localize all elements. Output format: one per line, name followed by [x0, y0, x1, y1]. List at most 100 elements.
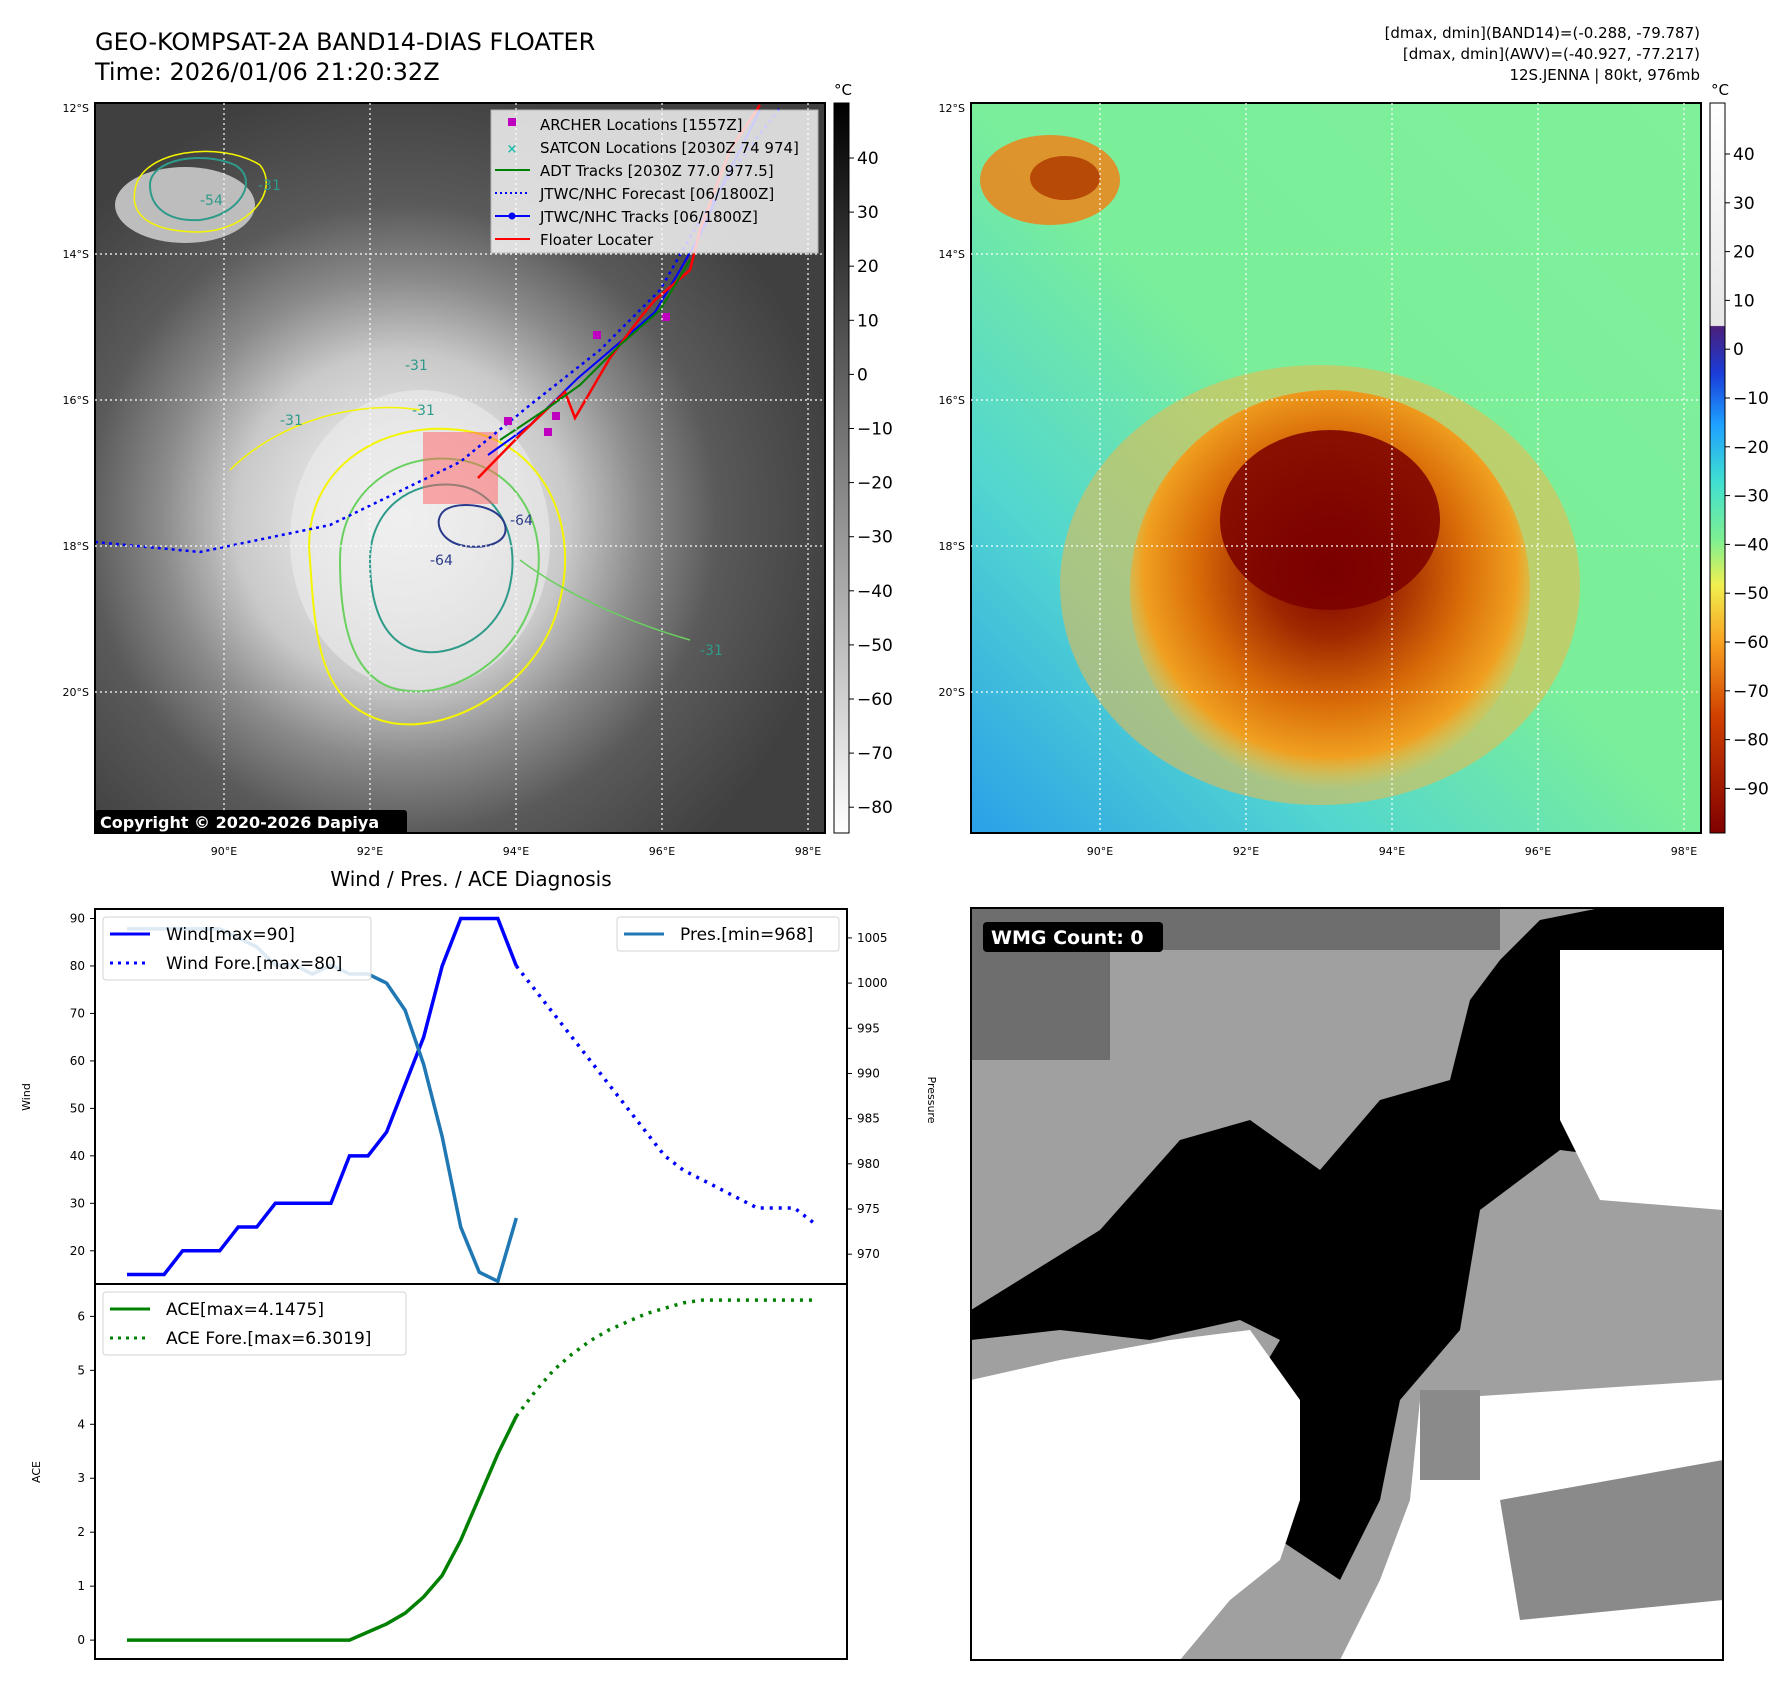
ytick-label: 50 — [70, 1101, 85, 1115]
colorbar-tick-label: 40 — [857, 149, 879, 169]
contour-54 — [368, 483, 514, 654]
pressure-legend-box — [616, 916, 840, 952]
lat-label: 14°S — [939, 248, 965, 261]
colorbar-tick-label: −30 — [1733, 487, 1769, 507]
contour-31-outer — [308, 427, 567, 726]
legend-wind-fore-label: Wind Fore.[max=80] — [166, 954, 342, 974]
wind-yticks: 20 30 40 50 60 70 80 90 — [70, 911, 95, 1258]
info-band14: [dmax, dmin](BAND14)=(-0.288, -79.787) — [1385, 24, 1700, 42]
wmg-count: WMG Count: 0 — [991, 927, 1144, 949]
lat-label: 14°S — [63, 248, 89, 261]
series-line-wind — [127, 916, 518, 1277]
wind-ylabel: Wind — [20, 1083, 33, 1111]
archer-point — [544, 428, 552, 436]
ytick-label: 1 — [77, 1579, 85, 1593]
ir-lon-labels: 90°E 92°E 94°E 96°E 98°E — [211, 845, 821, 858]
pressure-legend: Pres.[min=968] — [616, 916, 840, 952]
colorbar-tick-label: −50 — [857, 636, 893, 656]
wmg-panel: WMG Count: 0 — [970, 907, 1724, 1661]
info-awv: [dmax, dmin](AWV)=(-40.927, -77.217) — [1403, 45, 1700, 63]
lat-label: 20°S — [939, 686, 965, 699]
legend-ace-fore-label: ACE Fore.[max=6.3019] — [166, 1329, 371, 1349]
colorbar-tick-label: −90 — [1733, 779, 1769, 799]
legend-wind-label: Wind[max=90] — [166, 925, 295, 945]
wind-legend: Wind[max=90] Wind Fore.[max=80] — [102, 916, 372, 981]
lat-label: 18°S — [63, 540, 89, 553]
lon-label: 98°E — [795, 845, 821, 858]
ace-legend-box — [102, 1291, 407, 1356]
ytick-label: 990 — [857, 1066, 880, 1080]
lon-label: 90°E — [1087, 845, 1113, 858]
lat-label: 18°S — [939, 540, 965, 553]
colorbar-ir-ticks: 40 30 20 10 0 −10 −20 −30 −40 −50 −60 −70 −80 — [849, 149, 893, 818]
ytick-label: 980 — [857, 1157, 880, 1171]
ytick-label: 995 — [857, 1021, 880, 1035]
ytick-label: 40 — [70, 1149, 85, 1163]
contour-label: -54 — [200, 193, 223, 209]
wind-legend-box — [102, 916, 372, 981]
contour-band-se — [519, 559, 691, 641]
colorbar-ir-unit: °C — [834, 81, 852, 99]
lat-label: 20°S — [63, 686, 89, 699]
lat-label: 12°S — [63, 102, 89, 115]
legend-tracks-label: JTWC/NHC Tracks [06/1800Z] — [539, 208, 758, 226]
lat-label: 16°S — [939, 394, 965, 407]
colorbar-tick-label: 20 — [857, 257, 879, 277]
contour-label: -31 — [280, 413, 303, 429]
awv-core — [1220, 430, 1440, 610]
colorbar-awv-unit: °C — [1711, 81, 1729, 99]
adt-track — [499, 259, 691, 441]
colorbar-awv-ticks: 40 30 20 10 0 −10 −20 −30 −40 −50 −60 −70 −80 −90 — [1725, 145, 1769, 799]
colorbar-tick-label: 0 — [1733, 340, 1744, 360]
colorbar-tick-label: 10 — [1733, 291, 1755, 311]
ytick-label: 60 — [70, 1054, 85, 1068]
wmg-white-sw — [971, 1330, 1300, 1660]
diag-title: Wind / Pres. / ACE Diagnosis — [330, 867, 611, 891]
lon-label: 96°E — [1525, 845, 1551, 858]
awv-gridlines — [971, 103, 1701, 833]
pressure-ylabel: Pressure — [925, 1077, 938, 1124]
lat-label: 12°S — [939, 102, 965, 115]
map-legend: ARCHER Locations [1557Z] × SATCON Locati… — [490, 109, 819, 254]
ytick-label: 1005 — [857, 931, 888, 945]
ytick-label: 4 — [77, 1417, 85, 1431]
ir-lat-labels: 12°S 14°S 16°S 18°S 20°S — [63, 102, 89, 699]
wmg-black-region — [971, 908, 1723, 1580]
ir-map-frame — [94, 102, 826, 834]
wmg-white-ne — [1560, 950, 1723, 1210]
lat-label: 16°S — [63, 394, 89, 407]
colorbar-tick-label: −10 — [857, 420, 893, 440]
contour-label: -31 — [405, 358, 428, 374]
colorbar-tick-label: 40 — [1733, 145, 1755, 165]
awv-lon-labels: 90°E 92°E 94°E 96°E 98°E — [1087, 845, 1697, 858]
ytick-label: 30 — [70, 1196, 85, 1210]
ytick-label: 970 — [857, 1247, 880, 1261]
ytick-label: 975 — [857, 1202, 880, 1216]
contour-64 — [437, 504, 507, 548]
legend-box — [490, 109, 819, 254]
wmg-gray-se — [1500, 1460, 1723, 1620]
ytick-label: 70 — [70, 1006, 85, 1020]
colorbar-tick-label: 10 — [857, 311, 879, 331]
ytick-label: 2 — [77, 1525, 85, 1539]
colorbar-tick-label: −70 — [857, 744, 893, 764]
series-line-wind-fore- — [514, 964, 815, 1224]
ytick-label: 80 — [70, 959, 85, 973]
contour-41 — [338, 457, 540, 693]
lon-label: 90°E — [211, 845, 237, 858]
awv-map-frame — [970, 102, 1702, 834]
wmg-gray-mid — [1420, 1390, 1480, 1480]
ace-ylabel: ACE — [30, 1461, 43, 1483]
lon-label: 94°E — [1379, 845, 1405, 858]
ace-series — [127, 1298, 813, 1642]
colorbar-ir: °C 40 30 20 10 0 −10 −20 −30 −40 −50 −60 −70 −80 — [833, 81, 893, 834]
colorbar-tick-label: −70 — [1733, 682, 1769, 702]
awv-map-panel: 12°S 14°S 16°S 18°S 20°S 90°E 92°E 94°E 96°E 98°… — [939, 102, 1702, 858]
ytick-label: 5 — [77, 1363, 85, 1377]
ytick-label: 6 — [77, 1309, 85, 1323]
legend-archer-marker — [508, 118, 516, 126]
lon-label: 92°E — [357, 845, 383, 858]
archer-point — [593, 331, 601, 339]
copyright-text: Copyright © 2020-2026 Dapiya — [100, 813, 379, 832]
